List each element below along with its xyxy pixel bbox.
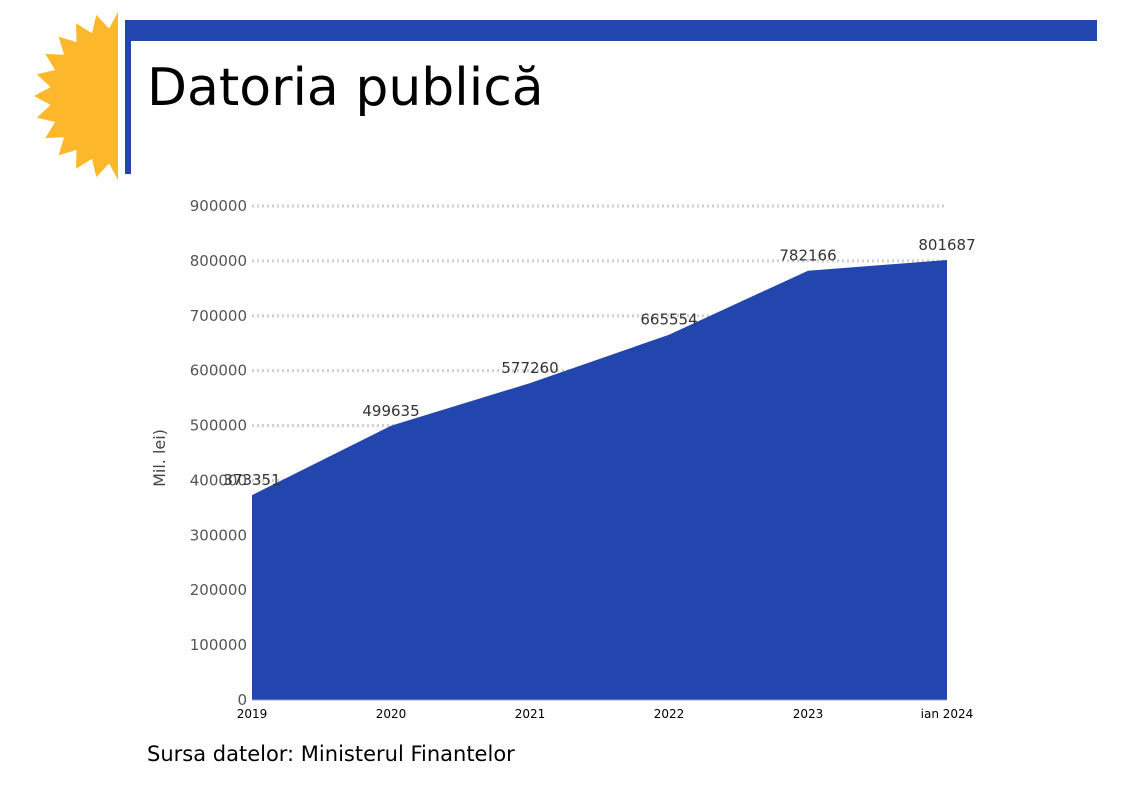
data-label: 577260 (501, 359, 558, 377)
x-tick-label: 2021 (515, 707, 546, 721)
data-label: 782166 (779, 247, 836, 265)
y-tick-label: 400000 (190, 471, 247, 489)
x-tick-label: 2019 (237, 707, 268, 721)
y-axis-ticks: 0 100000 200000 300000 400000 500000 600000 700… (190, 197, 247, 709)
header-accent-bar (125, 20, 1097, 41)
sun-shape (34, 12, 118, 180)
x-tick-label: ian 2024 (921, 707, 974, 721)
x-tick-label: 2020 (376, 707, 407, 721)
x-axis-ticks: 2019 2020 2021 2022 2023 ian 2024 (237, 707, 974, 721)
sun-rays (34, 12, 118, 180)
y-tick-label: 300000 (190, 526, 247, 544)
area-series (252, 260, 947, 700)
y-tick-label: 900000 (190, 197, 247, 215)
y-tick-label: 600000 (190, 362, 247, 380)
x-tick-label: 2022 (654, 707, 685, 721)
y-tick-label: 800000 (190, 252, 247, 270)
data-label: 373351 (223, 471, 280, 489)
x-tick-label: 2023 (793, 707, 824, 721)
source-note: Sursa datelor: Ministerul Finantelor (147, 742, 515, 766)
y-tick-label: 200000 (190, 581, 247, 599)
y-axis-label: Mil. lei) (150, 429, 169, 487)
y-tick-label: 500000 (190, 417, 247, 435)
y-tick-label: 0 (237, 691, 247, 709)
sun-logo-icon (30, 12, 122, 186)
data-labels: 373351 499635 577260 665554 782166 801687 (223, 236, 975, 489)
data-label: 665554 (640, 311, 697, 329)
page-title: Datoria publică (147, 58, 544, 118)
data-label: 499635 (362, 402, 419, 420)
data-label: 801687 (918, 236, 975, 254)
header-side-bar (125, 20, 131, 174)
chart-area-layer (252, 260, 947, 701)
y-tick-label: 100000 (190, 636, 247, 654)
y-tick-label: 700000 (190, 307, 247, 325)
